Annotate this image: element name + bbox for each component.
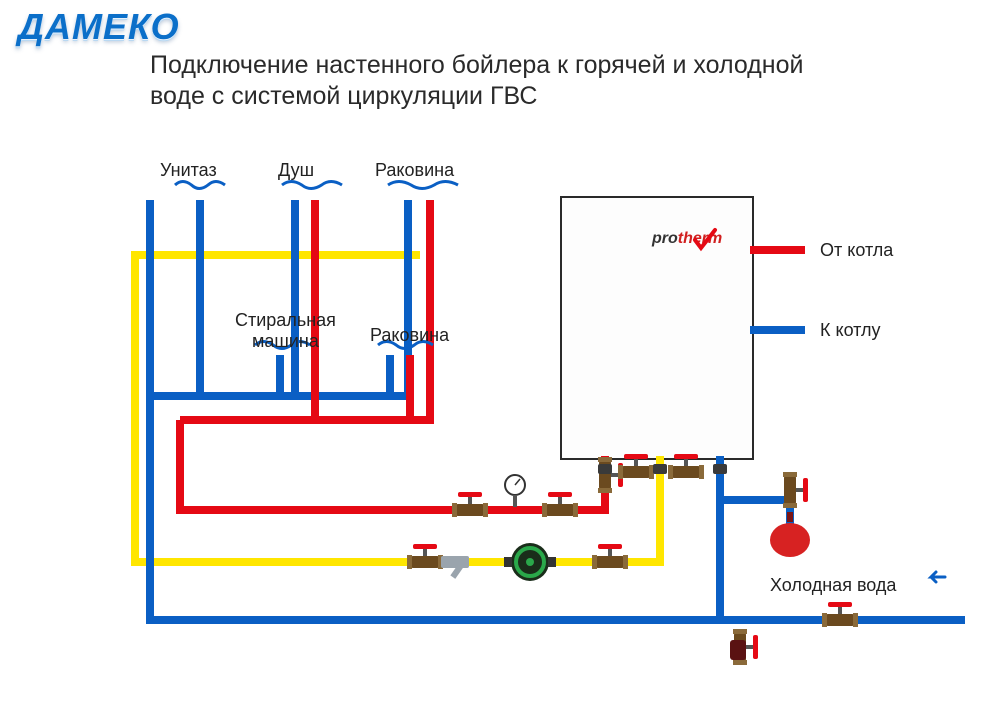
piping-diagram (0, 0, 1000, 707)
pipe-cold-main (150, 200, 965, 620)
wavy-cap-2 (388, 182, 458, 189)
wavy-cap-1 (282, 182, 342, 189)
pump-icon (504, 543, 556, 581)
valve-icon (668, 454, 704, 479)
label-sink1: Раковина (375, 160, 454, 181)
valve-icon (592, 544, 628, 569)
drain-fitting-icon (730, 640, 746, 660)
cold-inlet-arrow (931, 572, 945, 582)
expansion-tank-icon (770, 512, 810, 557)
label-toilet: Унитаз (160, 160, 217, 181)
valve-icon (407, 544, 443, 569)
valve-icon (618, 454, 654, 479)
label-cold-water: Холодная вода (770, 575, 896, 596)
boiler-port-fitting-0 (598, 464, 612, 474)
label-shower: Душ (278, 160, 314, 181)
gauge-icon (505, 475, 525, 507)
pipe-cold-toilet (170, 200, 200, 396)
boiler-port-fitting-1 (653, 464, 667, 474)
label-from-boiler: От котла (820, 240, 893, 261)
valve-icon (452, 492, 488, 517)
pipe-circ-main (135, 255, 660, 562)
boiler-port-fitting-2 (713, 464, 727, 474)
boiler-brand-tick (695, 230, 715, 248)
wavy-cap-0 (175, 182, 225, 189)
label-sink2: Раковина (370, 325, 449, 346)
label-to-boiler: К котлу (820, 320, 881, 341)
strainer-icon (441, 556, 469, 579)
valve-icon (542, 492, 578, 517)
valve-icon (783, 472, 808, 508)
label-washer: Стиральная машина (235, 310, 336, 351)
valve-icon (822, 602, 858, 627)
pipe-hot-main (180, 420, 605, 510)
